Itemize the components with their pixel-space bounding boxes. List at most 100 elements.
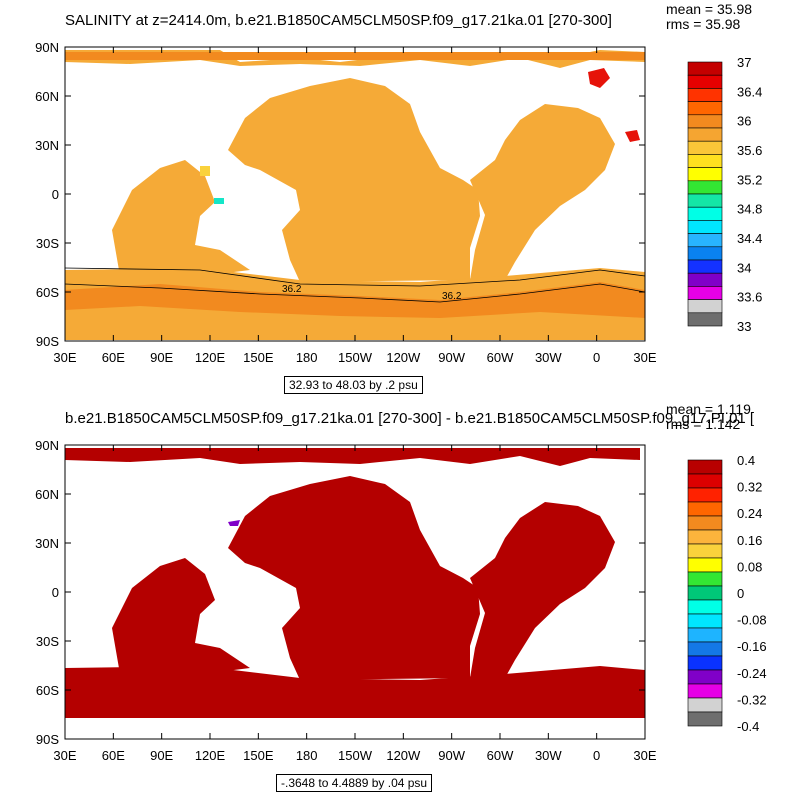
colorbar-swatch: [687, 627, 723, 643]
med-red-patch: [625, 130, 640, 142]
colorbar-swatch: [687, 167, 723, 182]
colorbar-bottom: 0.4 0.32 0.24 0.16 0.08 0 -0.08 -0.16 -0.24 -0.32…: [687, 453, 767, 734]
colorbar-label: -0.24: [737, 666, 767, 681]
colorbar-swatch: [687, 543, 723, 559]
colorbar-label: -0.32: [737, 692, 767, 707]
lon-tick-label: 30E: [633, 748, 656, 763]
colorbar-swatch: [687, 299, 723, 314]
colorbar-swatch: [687, 585, 723, 601]
map-title: b.e21.B1850CAM5CLM50SP.f09_g17.21ka.01 […: [65, 410, 755, 427]
colorbar-label: 34.8: [737, 202, 762, 217]
purple-patch: [228, 520, 240, 526]
colorbar-label: 36.4: [737, 84, 762, 99]
colorbar-swatch: [687, 613, 723, 629]
colorbar-swatch: [687, 101, 723, 116]
pacific-ocean: [228, 476, 480, 680]
colorbar-swatch: [687, 711, 723, 727]
lon-tick-label: 90W: [438, 350, 465, 365]
difference-field: [65, 448, 645, 718]
lat-tick-label: 90N: [35, 438, 59, 453]
atlantic-ocean: [470, 502, 615, 678]
lon-tick-label: 60E: [102, 748, 125, 763]
ocean-field: 36.2 36.2: [65, 50, 645, 340]
colorbar-swatch: [687, 459, 723, 475]
lat-tick-label: 30N: [35, 536, 59, 551]
colorbar-swatch: [687, 61, 723, 76]
colorbar-swatch: [687, 683, 723, 699]
lat-tick-label: 0: [52, 585, 59, 600]
colorbar-swatch: [687, 312, 723, 327]
colorbar-label: 35.6: [737, 143, 762, 158]
colorbar-label: 34: [737, 260, 751, 275]
lon-tick-label: 30W: [535, 350, 562, 365]
lon-tick-label: 150E: [243, 748, 274, 763]
colorbar-label: -0.4: [737, 719, 759, 734]
lon-tick-label: 90E: [150, 350, 173, 365]
colorbar-swatch: [687, 180, 723, 195]
lat-tick-label: 90N: [35, 40, 59, 55]
lon-tick-label: 120W: [386, 350, 421, 365]
lat-tick-label: 60S: [36, 285, 59, 300]
colorbar-swatch: [687, 246, 723, 261]
colorbar-swatch: [687, 259, 723, 274]
colorbar-swatch: [687, 557, 723, 573]
map-title: SALINITY at z=2414.0m, b.e21.B1850CAM5CL…: [65, 12, 612, 29]
north-atlantic-red-patch: [588, 68, 610, 88]
lon-tick-label: 60W: [487, 350, 514, 365]
arctic-ocean: [65, 448, 640, 466]
lat-tick-label: 60N: [35, 487, 59, 502]
colorbar-swatch: [687, 697, 723, 713]
contour-line: [65, 283, 645, 303]
colorbar-swatch: [687, 599, 723, 615]
lon-tick-label: 30E: [53, 748, 76, 763]
lon-tick-label: 60E: [102, 350, 125, 365]
pacific-ocean: [228, 78, 480, 282]
atlantic-ocean: [470, 104, 615, 280]
colorbar-label: 34.4: [737, 231, 762, 246]
colorbar-swatch: [687, 272, 723, 287]
colorbar-label: 0.32: [737, 480, 762, 495]
lon-tick-label: 120E: [195, 748, 226, 763]
colorbar-swatch: [687, 473, 723, 489]
colorbar-swatch: [687, 154, 723, 168]
colorbar-swatch: [687, 74, 723, 89]
rms-stat: rms = 1.142: [666, 416, 741, 432]
salinity-map-svg: 36.2 36.2 30E 60E 90E 120E 150E 180 150W 120W 90…: [35, 40, 762, 365]
lon-tick-label: 120W: [386, 748, 421, 763]
lon-tick-label: 180: [296, 748, 318, 763]
axes-bottom: 30E 60E 90E 120E 150E 180 150W 120W 90W 60W 30W 0 30…: [35, 438, 657, 763]
range-label: 32.93 to 48.03 by .2 psu: [284, 376, 423, 394]
lon-tick-label: 30W: [535, 748, 562, 763]
yellow-patch: [200, 166, 210, 176]
colorbar-swatch: [687, 655, 723, 671]
colorbar-label: -0.08: [737, 613, 767, 628]
colorbar-label: 0.08: [737, 559, 762, 574]
colorbar-swatch: [687, 220, 723, 234]
salinity-map-panel: SALINITY at z=2414.0m, b.e21.B1850CAM5CL…: [35, 1, 762, 394]
lon-tick-label: 60W: [487, 748, 514, 763]
indian-ocean: [112, 558, 250, 678]
lat-tick-label: 30N: [35, 138, 59, 153]
colorbar-swatch: [687, 529, 723, 545]
lat-tick-label: 0: [52, 187, 59, 202]
difference-map-panel: b.e21.B1850CAM5CLM50SP.f09_g17.21ka.01 […: [0, 398, 800, 798]
rms-stat: rms = 35.98: [666, 16, 741, 32]
lon-tick-label: 150W: [338, 350, 373, 365]
colorbar-label: 0.4: [737, 453, 755, 468]
colorbar-swatch: [687, 515, 723, 531]
colorbar-label: 35.2: [737, 172, 762, 187]
contour-label: 36.2: [442, 291, 462, 302]
colorbar-swatch: [687, 233, 723, 248]
contour-label: 36.2: [282, 284, 302, 295]
lon-tick-label: 180: [296, 350, 318, 365]
colorbar-swatch: [687, 114, 723, 129]
colorbar-swatch: [687, 487, 723, 503]
contour-line: [65, 267, 645, 287]
lon-tick-label: 90W: [438, 748, 465, 763]
lat-tick-label: 30S: [36, 236, 59, 251]
range-label: -.3648 to 4.4889 by .04 psu: [276, 774, 433, 792]
mean-stat: mean = 35.98: [666, 1, 753, 17]
colorbar-label: 37: [737, 55, 751, 70]
arctic-band: [65, 52, 645, 60]
axes-top: 30E 60E 90E 120E 150E 180 150W 120W 90W 60W 30W 0 30…: [35, 40, 657, 365]
